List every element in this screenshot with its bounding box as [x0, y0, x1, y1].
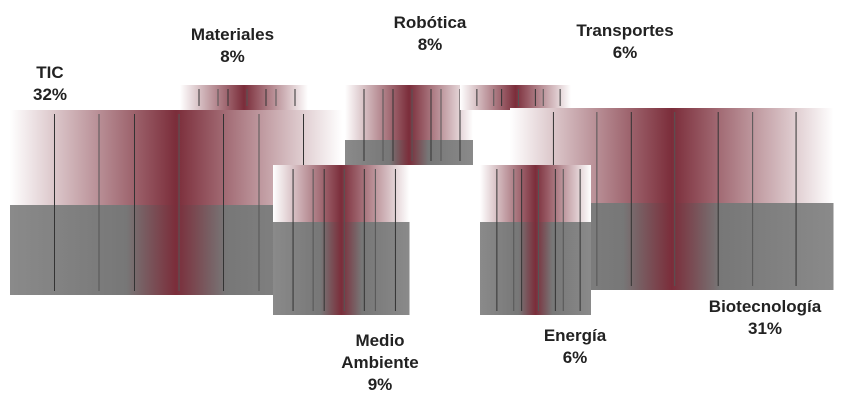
slice-label: Robótica 8%: [370, 12, 490, 56]
category-label: TIC: [36, 63, 64, 82]
slice: [273, 165, 410, 315]
value-label: 9%: [367, 375, 393, 394]
slice: [180, 85, 308, 110]
slice-label: Materiales 8%: [170, 24, 295, 68]
slice-side: [273, 222, 410, 315]
value-label: 6%: [612, 43, 638, 62]
slice-top: [480, 165, 591, 222]
slice-top: [273, 165, 410, 222]
slice-side: [480, 222, 591, 315]
slice: [480, 165, 591, 315]
value-label: 32%: [32, 85, 68, 104]
slice-label: Transportes 6%: [555, 20, 695, 64]
slice-top: [180, 85, 308, 110]
category-label: Transportes: [576, 21, 674, 40]
category-label: Biotecnología: [708, 297, 822, 316]
category-label: Robótica: [393, 13, 467, 32]
value-label: 6%: [562, 348, 588, 367]
slice-top: [460, 85, 571, 110]
slice-label: TIC 32%: [20, 62, 80, 106]
category-label: Energía: [543, 326, 607, 345]
slice-label: Biotecnología 31%: [690, 296, 840, 340]
value-label: 31%: [747, 319, 783, 338]
slice: [345, 85, 473, 165]
value-label: 8%: [417, 35, 443, 54]
category-label: Materiales: [190, 25, 275, 44]
category-label: Medio Ambiente: [341, 331, 419, 372]
slice-label: Energía 6%: [520, 325, 630, 369]
value-label: 8%: [220, 47, 245, 66]
slice: [460, 85, 571, 110]
slice-label: Medio Ambiente 9%: [325, 330, 435, 396]
slice-top: [345, 85, 473, 140]
slice-side: [345, 140, 473, 165]
